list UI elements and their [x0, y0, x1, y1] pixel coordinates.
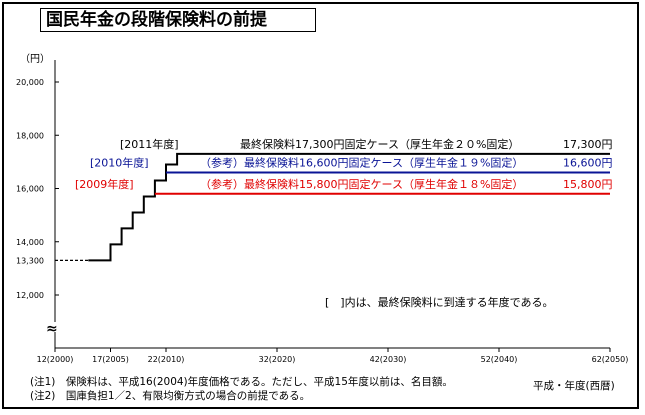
- series-label-1: 最終保険料17,300円固定ケース（厚生年金２０%固定）: [240, 137, 519, 151]
- footnote-2: (注2) 国庫負担1／2、有限均衡方式の場合の前提である。: [30, 390, 311, 402]
- y-unit: （円）: [20, 53, 50, 65]
- y-tick-label: 20,000: [16, 78, 44, 87]
- y-tick-label: 14,000: [16, 238, 44, 247]
- series-line-1: [88, 152, 610, 262]
- series-label-2: （参考）最終保険料16,600円固定ケース（厚生年金１９%固定）: [200, 156, 523, 170]
- series-reach-year-2: [2010年度]: [90, 156, 149, 170]
- footnote-1: (注1) 保険料は、平成16(2004)年度価格である。ただし、平成15年度以前…: [30, 376, 453, 388]
- series-end-value-1: 17,300円: [563, 138, 613, 151]
- x-tick-label: 62(2050): [592, 355, 629, 364]
- series-reach-year-1: [2011年度]: [120, 137, 179, 151]
- series-label-3: （参考）最終保険料15,800円固定ケース（厚生年金１８%固定）: [200, 177, 523, 191]
- axis-break-mask: [48, 322, 62, 332]
- chart-title: 国民年金の段階保険料の前提: [40, 8, 316, 32]
- x-tick-label: 22(2010): [148, 355, 185, 364]
- x-tick-label: 12(2000): [37, 355, 74, 364]
- x-tick-label: 17(2005): [92, 355, 129, 364]
- start-level-label: 13,300: [16, 256, 44, 265]
- chart-annotation: [ ]内は、最終保険料に到達する年度である。: [325, 295, 553, 309]
- x-tick-label: 42(2030): [370, 355, 407, 364]
- x-tick-label: 52(2040): [481, 355, 518, 364]
- axis-break-symbol: ≈: [46, 321, 58, 337]
- chart-frame: [2, 2, 639, 409]
- y-tick-label: 16,000: [16, 185, 44, 194]
- series-reach-year-3: [2009年度]: [75, 177, 134, 191]
- series-end-value-3: 15,800円: [563, 178, 613, 191]
- series-end-value-2: 16,600円: [563, 157, 613, 170]
- y-tick-label: 18,000: [16, 131, 44, 140]
- x-axis-label: 平成・年度(西暦): [533, 380, 615, 392]
- x-tick-label: 32(2020): [259, 355, 296, 364]
- y-tick-label: 12,000: [16, 291, 44, 300]
